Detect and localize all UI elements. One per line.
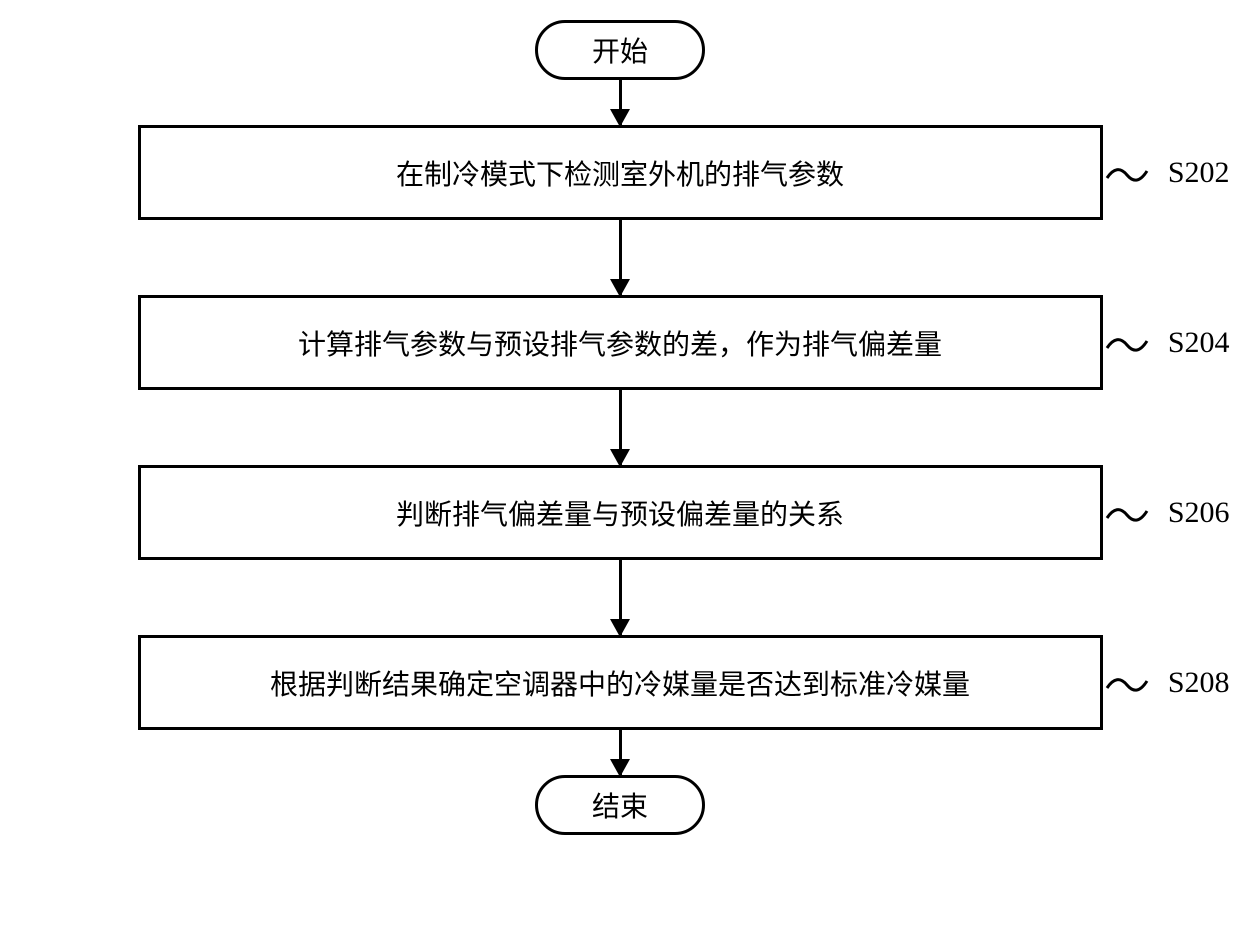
step-1-text: 在制冷模式下检测室外机的排气参数 xyxy=(396,153,844,193)
process-step-3: 判断排气偏差量与预设偏差量的关系 S206 xyxy=(138,465,1103,560)
wavy-connector-3 xyxy=(1105,493,1155,533)
wavy-connector-4 xyxy=(1105,663,1155,703)
start-label: 开始 xyxy=(592,30,648,70)
arrow-5 xyxy=(619,730,622,775)
process-step-1: 在制冷模式下检测室外机的排气参数 S202 xyxy=(138,125,1103,220)
process-step-4: 根据判断结果确定空调器中的冷媒量是否达到标准冷媒量 S208 xyxy=(138,635,1103,730)
end-terminator: 结束 xyxy=(535,775,705,835)
flowchart-container: 开始 在制冷模式下检测室外机的排气参数 S202 计算排气参数与预设排气参数的差… xyxy=(70,20,1170,835)
process-step-2: 计算排气参数与预设排气参数的差，作为排气偏差量 S204 xyxy=(138,295,1103,390)
step-1-label: S202 xyxy=(1168,156,1230,190)
step-2-text: 计算排气参数与预设排气参数的差，作为排气偏差量 xyxy=(298,323,942,363)
arrow-1 xyxy=(619,80,622,125)
arrow-3 xyxy=(619,390,622,465)
step-4-text: 根据判断结果确定空调器中的冷媒量是否达到标准冷媒量 xyxy=(270,663,970,703)
step-4-label: S208 xyxy=(1168,666,1230,700)
wavy-connector-2 xyxy=(1105,323,1155,363)
step-3-text: 判断排气偏差量与预设偏差量的关系 xyxy=(396,493,844,533)
start-terminator: 开始 xyxy=(535,20,705,80)
step-3-label: S206 xyxy=(1168,496,1230,530)
arrow-2 xyxy=(619,220,622,295)
wavy-connector-1 xyxy=(1105,153,1155,193)
end-label: 结束 xyxy=(592,785,648,825)
step-2-label: S204 xyxy=(1168,326,1230,360)
arrow-4 xyxy=(619,560,622,635)
